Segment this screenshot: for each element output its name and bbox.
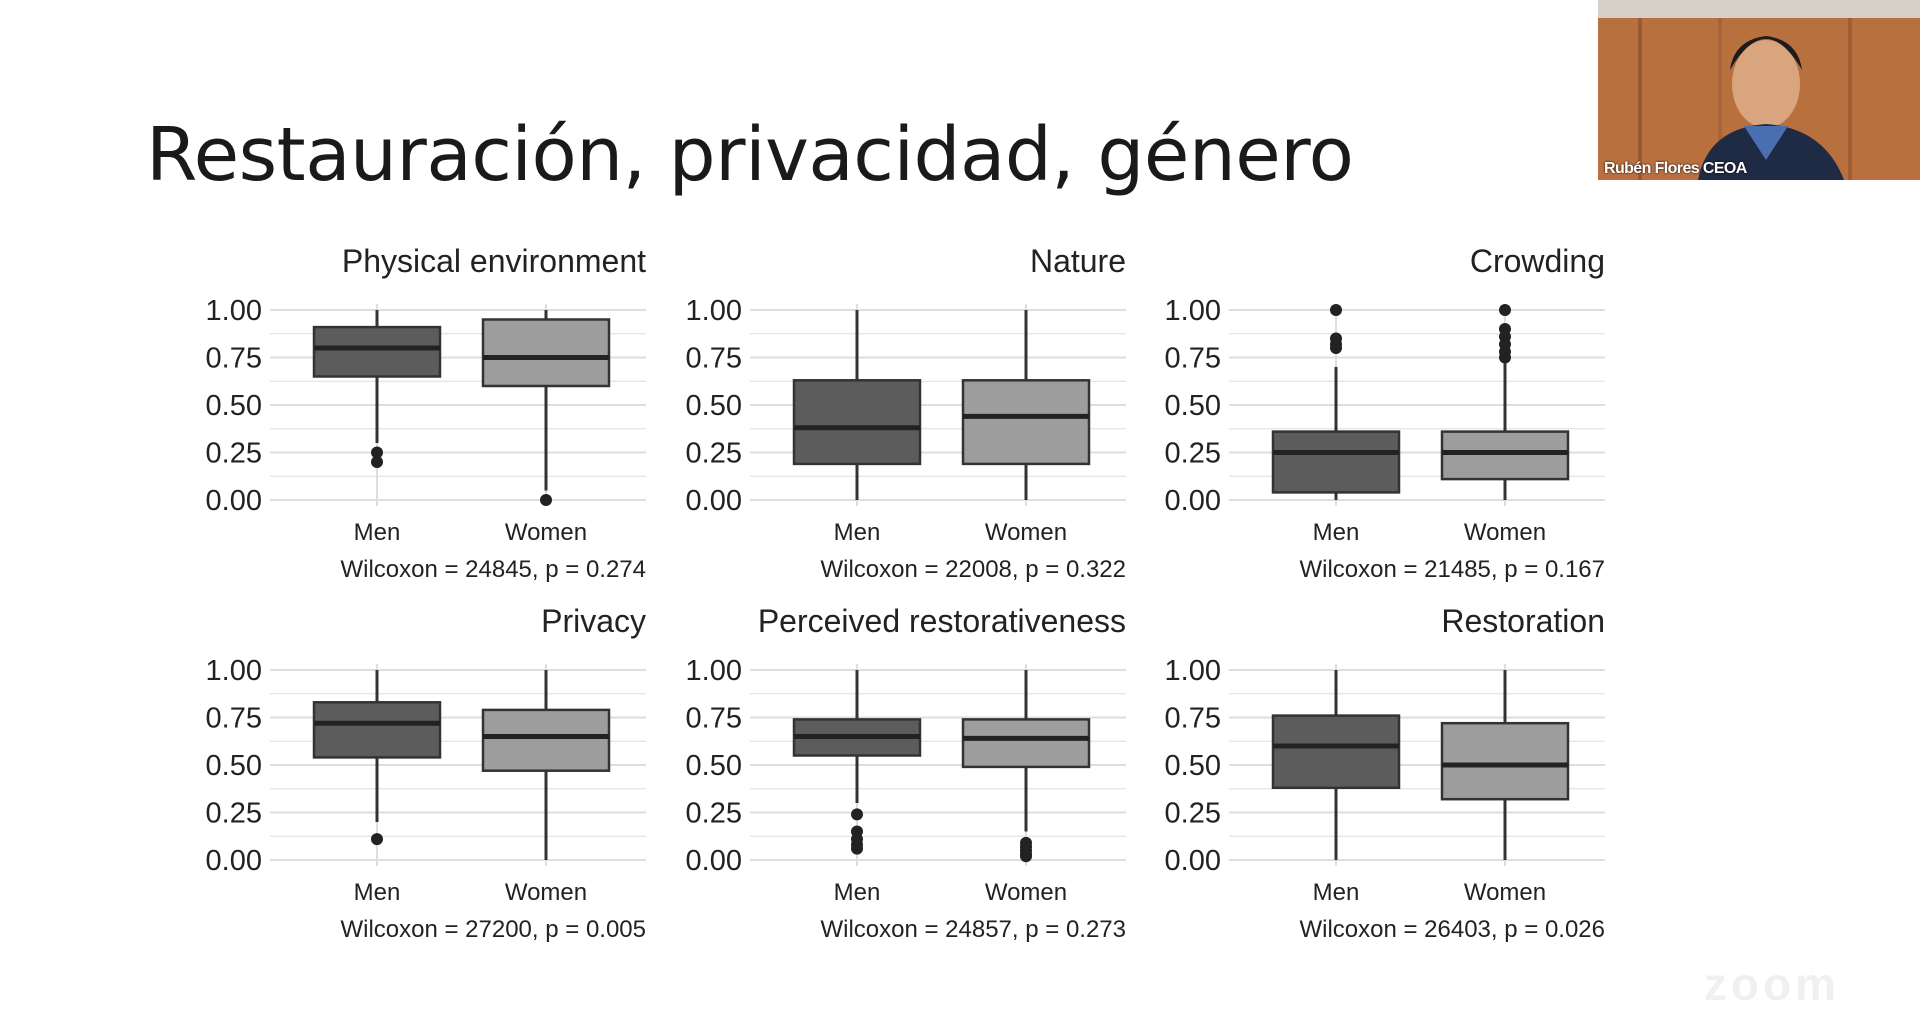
outlier-point [1330,342,1342,354]
y-tick-label: 0.25 [686,798,742,830]
x-tick-label: Men [354,879,401,906]
y-tick-label: 0.75 [686,343,742,375]
person-face-icon [1732,40,1800,128]
y-tick-label: 0.25 [1165,438,1221,470]
x-tick-label: Men [1313,879,1360,906]
y-tick-label: 0.00 [686,485,742,517]
outlier-point [371,446,383,459]
y-tick-label: 0.75 [1165,703,1221,735]
y-tick-label: 0.50 [686,750,742,782]
y-tick-label: 0.00 [1165,845,1221,877]
outlier-point [1499,304,1511,316]
box-men [1271,430,1401,494]
y-tick-label: 0.25 [1165,798,1221,830]
test-caption: Wilcoxon = 27200, p = 0.005 [340,916,646,943]
y-tick-label: 1.00 [206,295,262,327]
outlier-point [1499,351,1511,364]
x-tick-label: Women [505,879,587,906]
box-women [961,379,1091,466]
test-caption: Wilcoxon = 24845, p = 0.274 [340,556,646,583]
y-tick-label: 0.50 [1165,390,1221,422]
participant-name: Rubén Flores CEOA [1604,160,1747,177]
y-tick-label: 0.75 [1165,343,1221,375]
y-tick-label: 0.00 [1165,485,1221,517]
x-tick-label: Women [985,879,1067,906]
y-tick-label: 0.25 [206,798,262,830]
x-tick-label: Men [354,519,401,546]
boxplot-panel-restoration: Restoration 1.00 0.75 0.50 0.25 0.00 Men Women W… [1165,603,1605,943]
outlier-point [1330,304,1342,316]
y-tick-label: 0.00 [206,845,262,877]
y-tick-label: 0.50 [1165,750,1221,782]
y-tick-label: 1.00 [686,655,742,687]
y-tick-label: 1.00 [686,295,742,327]
y-tick-label: 1.00 [206,655,262,687]
box-women [1440,721,1570,801]
box-men [1271,714,1401,790]
box-men [312,325,442,378]
slide-title: Restauración, privacidad, género [146,112,1354,198]
test-caption: Wilcoxon = 21485, p = 0.167 [1299,556,1605,583]
y-tick-label: 0.25 [686,438,742,470]
chart-title: Restoration [1441,603,1605,639]
x-tick-label: Women [1464,519,1546,546]
y-tick-label: 0.75 [686,703,742,735]
boxplot-panel-crowding: Crowding 1.00 0.75 0.50 0.25 0.00 Men Women Wilc… [1165,243,1605,583]
boxplot-panel-privacy: Privacy 1.00 0.75 0.50 0.25 0.00 Men Women Wilco… [206,603,646,943]
outlier-point [851,808,863,821]
test-caption: Wilcoxon = 24857, p = 0.273 [820,916,1126,943]
box-men [312,701,442,759]
x-tick-label: Women [505,519,587,546]
x-tick-label: Men [834,879,881,906]
box-men [792,379,922,466]
y-tick-label: 0.50 [206,750,262,782]
participant-video-frame [1598,0,1920,180]
outlier-point [371,833,383,846]
x-tick-label: Women [1464,879,1546,906]
y-tick-label: 0.00 [206,485,262,517]
test-caption: Wilcoxon = 26403, p = 0.026 [1299,916,1605,943]
chart-title: Physical environment [342,243,646,279]
box-women [481,318,611,388]
box-women [961,718,1091,769]
outlier-point [1020,850,1032,863]
chart-title: Privacy [541,603,646,639]
box-women [481,708,611,772]
boxplot-panel-perceived-restorativeness: Perceived restorativeness 1.00 0.75 0.50 0.2… [686,603,1126,943]
y-tick-label: 0.75 [206,703,262,735]
outlier-point [371,456,383,468]
boxplot-panel-physical-environment: Physical environment 1.00 0.75 0.50 0.25 0.00… [206,243,647,583]
y-tick-label: 0.75 [206,343,262,375]
test-caption: Wilcoxon = 22008, p = 0.322 [820,556,1126,583]
chart-title: Perceived restorativeness [758,603,1126,639]
y-tick-label: 0.50 [686,390,742,422]
x-tick-label: Men [834,519,881,546]
participant-video[interactable]: Rubén Flores CEOA [1598,0,1920,180]
y-tick-label: 1.00 [1165,295,1221,327]
y-tick-label: 0.25 [206,438,262,470]
zoom-watermark: zoom [1703,958,1840,1010]
box-women [1440,430,1570,481]
y-tick-label: 0.50 [206,390,262,422]
boxplot-panel-nature: Nature 1.00 0.75 0.50 0.25 0.00 Men Women Wilcox… [686,243,1126,583]
outlier-point [851,842,863,855]
y-tick-label: 0.00 [686,845,742,877]
outlier-point [540,494,552,506]
chart-title: Crowding [1470,243,1605,279]
x-tick-label: Men [1313,519,1360,546]
x-tick-label: Women [985,519,1067,546]
y-tick-label: 1.00 [1165,655,1221,687]
chart-title: Nature [1030,243,1126,279]
